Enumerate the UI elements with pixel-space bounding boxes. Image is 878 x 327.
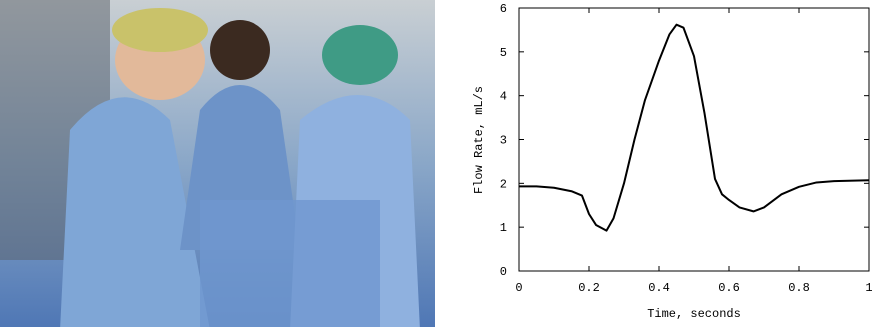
figure: Time, seconds Flow Rate, mL/s 0 0.2 0.4 0.6…	[0, 0, 878, 327]
y-tick-label: 4	[500, 90, 507, 104]
x-tick-label: 1	[865, 281, 872, 295]
y-axis-label: Flow Rate, mL/s	[472, 86, 486, 194]
x-tick-label: 0.8	[788, 281, 810, 295]
x-axis-label: Time, seconds	[647, 307, 741, 321]
x-tick-label: 0	[515, 281, 522, 295]
y-tick-label: 3	[500, 134, 507, 148]
x-tick-label: 0.4	[648, 281, 670, 295]
y-tick-label: 2	[500, 177, 507, 191]
line	[519, 25, 869, 231]
y-tick-label: 6	[500, 2, 507, 16]
x-tick-label: 0.6	[718, 281, 740, 295]
y-tick-label: 5	[500, 46, 507, 60]
photo	[0, 0, 435, 327]
page: Time, seconds Flow Rate, mL/s 0 0.2 0.4 0.6…	[0, 0, 878, 327]
y-tick-label: 1	[500, 221, 507, 235]
chart: Time, seconds Flow Rate, mL/s 0 0.2 0.4 0.6…	[472, 2, 873, 321]
plot-frame	[519, 8, 869, 271]
y-tick-label: 0	[500, 265, 507, 279]
x-tick-label: 0.2	[578, 281, 600, 295]
